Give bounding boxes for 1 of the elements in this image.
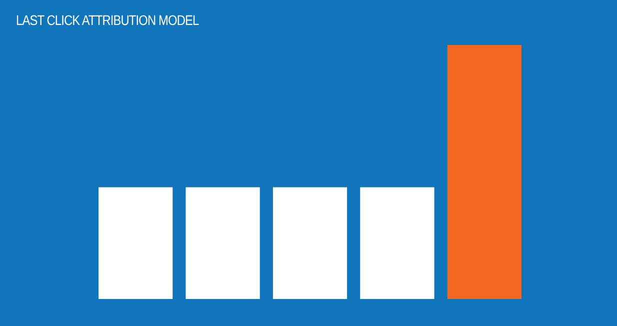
chart-title: LAST CLICK ATTRIBUTION MODEL [16, 12, 199, 28]
